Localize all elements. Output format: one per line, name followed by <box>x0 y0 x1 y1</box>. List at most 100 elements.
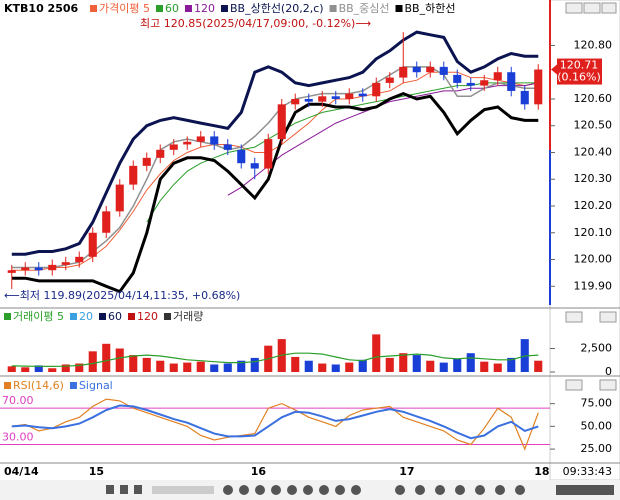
legend-label: 120 <box>194 2 215 15</box>
candle-body <box>358 93 367 97</box>
indicator-line <box>11 71 539 271</box>
volume-bar <box>250 357 259 372</box>
candle-body <box>466 82 475 86</box>
x-tick-label: 16 <box>251 465 267 478</box>
volume-bar <box>507 357 516 372</box>
candle-body <box>331 96 340 99</box>
icon[interactable] <box>120 485 128 494</box>
x-tick-label: 17 <box>399 465 414 478</box>
icon[interactable] <box>319 485 329 495</box>
legend-label: RSI(14,6) <box>13 379 64 392</box>
candle-body <box>345 93 354 99</box>
volume-bar <box>21 367 30 372</box>
candle-body <box>277 104 286 140</box>
icon[interactable] <box>106 485 114 494</box>
icon[interactable] <box>134 485 142 494</box>
icon[interactable] <box>455 485 465 495</box>
rsi-line <box>11 398 539 451</box>
volume-bar <box>223 363 232 372</box>
last-change: (0.16%) <box>557 71 601 84</box>
candle-body <box>7 270 16 273</box>
volume-bar <box>88 351 97 372</box>
button[interactable] <box>565 311 583 323</box>
legend-swatch <box>127 313 135 320</box>
button[interactable] <box>599 379 617 391</box>
volume-bar <box>318 363 327 372</box>
icon[interactable] <box>271 485 281 495</box>
icon[interactable] <box>351 485 361 495</box>
candle-body <box>318 96 327 102</box>
panel-buttons[interactable] <box>565 2 617 391</box>
symbol: KTB10 2506 <box>4 2 79 15</box>
volume-bar <box>399 353 408 372</box>
candle-body <box>291 98 300 105</box>
scrollbar[interactable] <box>152 486 214 494</box>
icon[interactable] <box>395 485 405 495</box>
button[interactable] <box>565 379 583 391</box>
volume-bar <box>102 343 111 372</box>
icon[interactable] <box>515 485 525 495</box>
min-annotation: ⟵최저 119.89(2025/04/14,11:35, +0.68%) <box>4 289 240 302</box>
candle-body <box>520 90 529 105</box>
y-tick-label: 2,500 <box>581 342 613 355</box>
volume-bar <box>34 365 43 372</box>
volume-bar <box>372 334 381 372</box>
button[interactable] <box>601 2 617 14</box>
y-tick-label: 25.00 <box>581 442 613 455</box>
icon[interactable] <box>255 485 265 495</box>
level-label: 70.00 <box>2 394 34 407</box>
candle-body <box>264 139 273 169</box>
volume-bar <box>385 357 394 372</box>
volume-bar <box>183 362 192 372</box>
volume-bar <box>237 360 246 372</box>
volume-bar <box>142 357 151 372</box>
legend-label: 120 <box>137 310 158 323</box>
legend-label: BB_중심선 <box>339 2 390 15</box>
candle-body <box>426 66 435 73</box>
candle-body <box>115 184 124 212</box>
candle-body <box>183 141 192 145</box>
candle-body <box>88 232 97 257</box>
indicator-line <box>11 91 539 294</box>
volume-bar <box>426 360 435 372</box>
candle-body <box>493 72 502 81</box>
y-tick-label: 120.10 <box>574 226 613 239</box>
level-label: 30.00 <box>2 431 34 444</box>
candle-body <box>34 267 43 271</box>
volume-bar <box>169 363 178 372</box>
candle-body <box>210 136 219 145</box>
icon[interactable] <box>475 485 485 495</box>
icon[interactable] <box>435 485 445 495</box>
y-tick-label: 50.00 <box>581 419 613 432</box>
volume-bar <box>196 361 205 372</box>
icon[interactable] <box>415 485 425 495</box>
legend-swatch <box>69 382 77 389</box>
icon[interactable] <box>287 485 297 495</box>
clock: 09:33:43 <box>563 465 612 478</box>
legend-swatch <box>69 313 77 320</box>
legend-label: 60 <box>165 2 179 15</box>
toolbar-icons[interactable] <box>106 485 614 495</box>
last-price-box <box>557 58 602 85</box>
icon[interactable] <box>556 485 614 495</box>
y-tick-label: 0 <box>605 365 612 378</box>
candle-body <box>250 163 259 169</box>
button[interactable] <box>565 2 583 14</box>
button[interactable] <box>599 311 617 323</box>
icon[interactable] <box>239 485 249 495</box>
indicator-line <box>11 66 539 269</box>
volume-bar <box>210 364 219 372</box>
rsi-line <box>11 404 539 440</box>
icon[interactable] <box>223 485 233 495</box>
candle-body <box>196 136 205 142</box>
icon[interactable] <box>303 485 313 495</box>
volume-bar <box>439 362 448 372</box>
candle-body <box>75 256 84 263</box>
icon[interactable] <box>335 485 345 495</box>
icon[interactable] <box>495 485 505 495</box>
volume-bar <box>7 366 16 372</box>
button[interactable] <box>583 2 601 14</box>
volume-bar <box>304 360 313 372</box>
legend-label: 20 <box>79 310 93 323</box>
